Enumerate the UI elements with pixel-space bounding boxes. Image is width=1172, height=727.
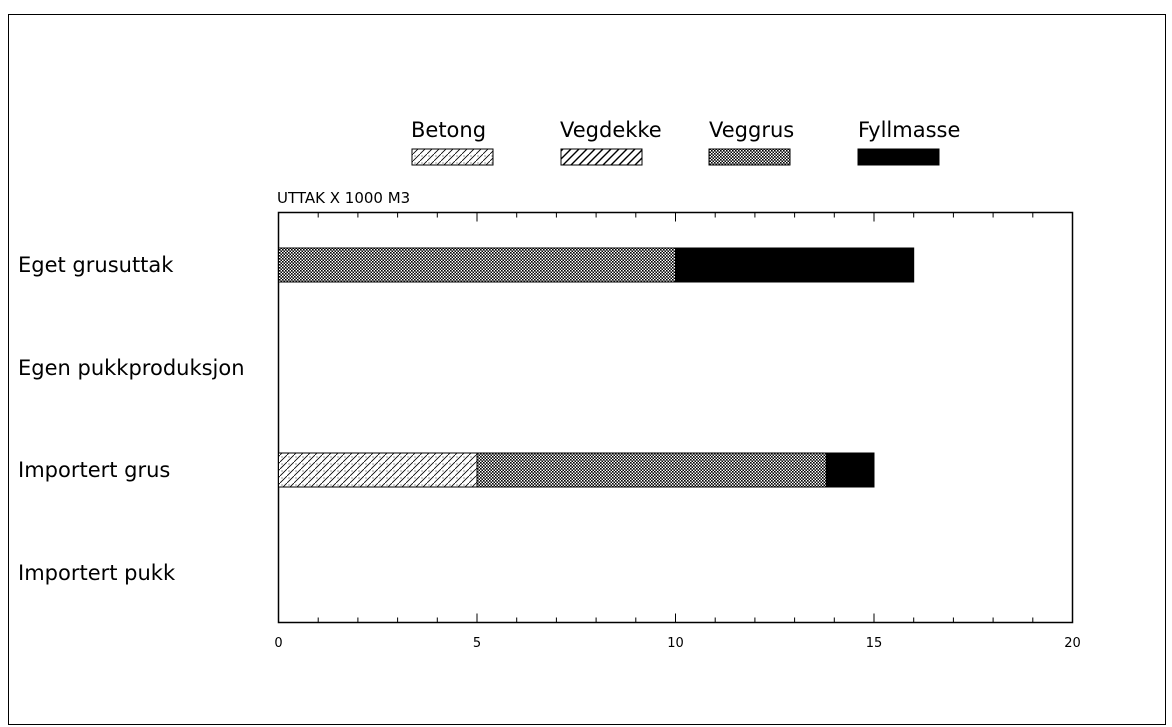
bar-segment-fyllmasse bbox=[825, 452, 875, 488]
legend-swatch-fyllmasse bbox=[857, 148, 940, 166]
x-axis-tick-labels: 0 5 10 15 20 bbox=[274, 636, 1080, 651]
category-label: Importert pukk bbox=[18, 561, 176, 585]
category-label: Importert grus bbox=[18, 458, 170, 482]
legend-swatch-betong bbox=[411, 148, 494, 166]
category-labels: Eget grusuttak Egen pukkproduksjon Importe… bbox=[18, 253, 245, 585]
legend-label-betong: Betong bbox=[411, 118, 486, 142]
legend: Betong Vegdekke Veggrus Fyllmasse bbox=[411, 118, 960, 166]
bar-segment-veggrus bbox=[476, 452, 827, 488]
bars bbox=[278, 247, 915, 488]
x-tick-label: 20 bbox=[1064, 636, 1081, 651]
x-tick-label: 5 bbox=[473, 636, 481, 651]
category-label: Eget grusuttak bbox=[18, 253, 174, 277]
legend-label-veggrus: Veggrus bbox=[709, 118, 794, 142]
x-tick-label: 15 bbox=[866, 636, 883, 651]
legend-swatch-vegdekke bbox=[560, 148, 643, 166]
x-tick-label: 10 bbox=[667, 636, 684, 651]
x-axis-ticks bbox=[278, 212, 1073, 623]
chart-frame bbox=[8, 14, 1166, 725]
x-tick-label: 0 bbox=[274, 636, 282, 651]
bar-segment-veggrus bbox=[278, 247, 676, 283]
axis-title: UTTAK X 1000 M3 bbox=[277, 189, 410, 207]
bar-segment-fyllmasse bbox=[675, 247, 915, 283]
legend-swatch-veggrus bbox=[708, 148, 791, 166]
bar-segment-betong bbox=[278, 452, 478, 488]
legend-label-fyllmasse: Fyllmasse bbox=[858, 118, 960, 142]
legend-label-vegdekke: Vegdekke bbox=[560, 118, 662, 142]
category-label: Egen pukkproduksjon bbox=[18, 356, 245, 380]
